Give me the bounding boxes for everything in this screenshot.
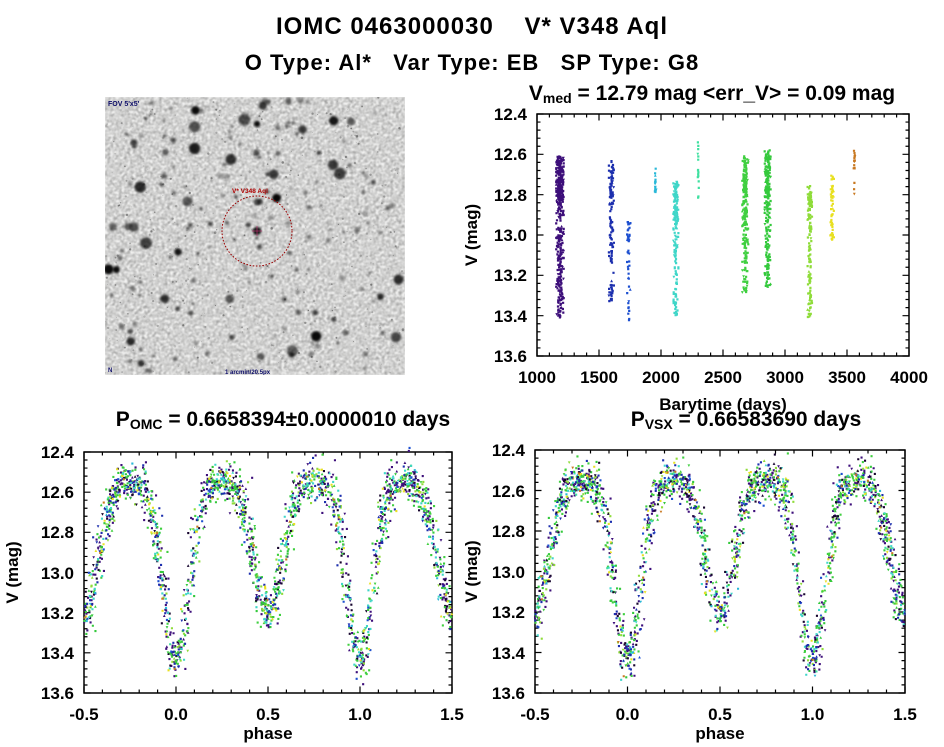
svg-text:V* V348 Aql: V* V348 Aql [232, 188, 268, 195]
svg-text:FOV 5'x5': FOV 5'x5' [108, 101, 140, 108]
svg-text:N: N [108, 368, 112, 374]
svg-text:1 arcmin/20.5px: 1 arcmin/20.5px [225, 370, 271, 375]
